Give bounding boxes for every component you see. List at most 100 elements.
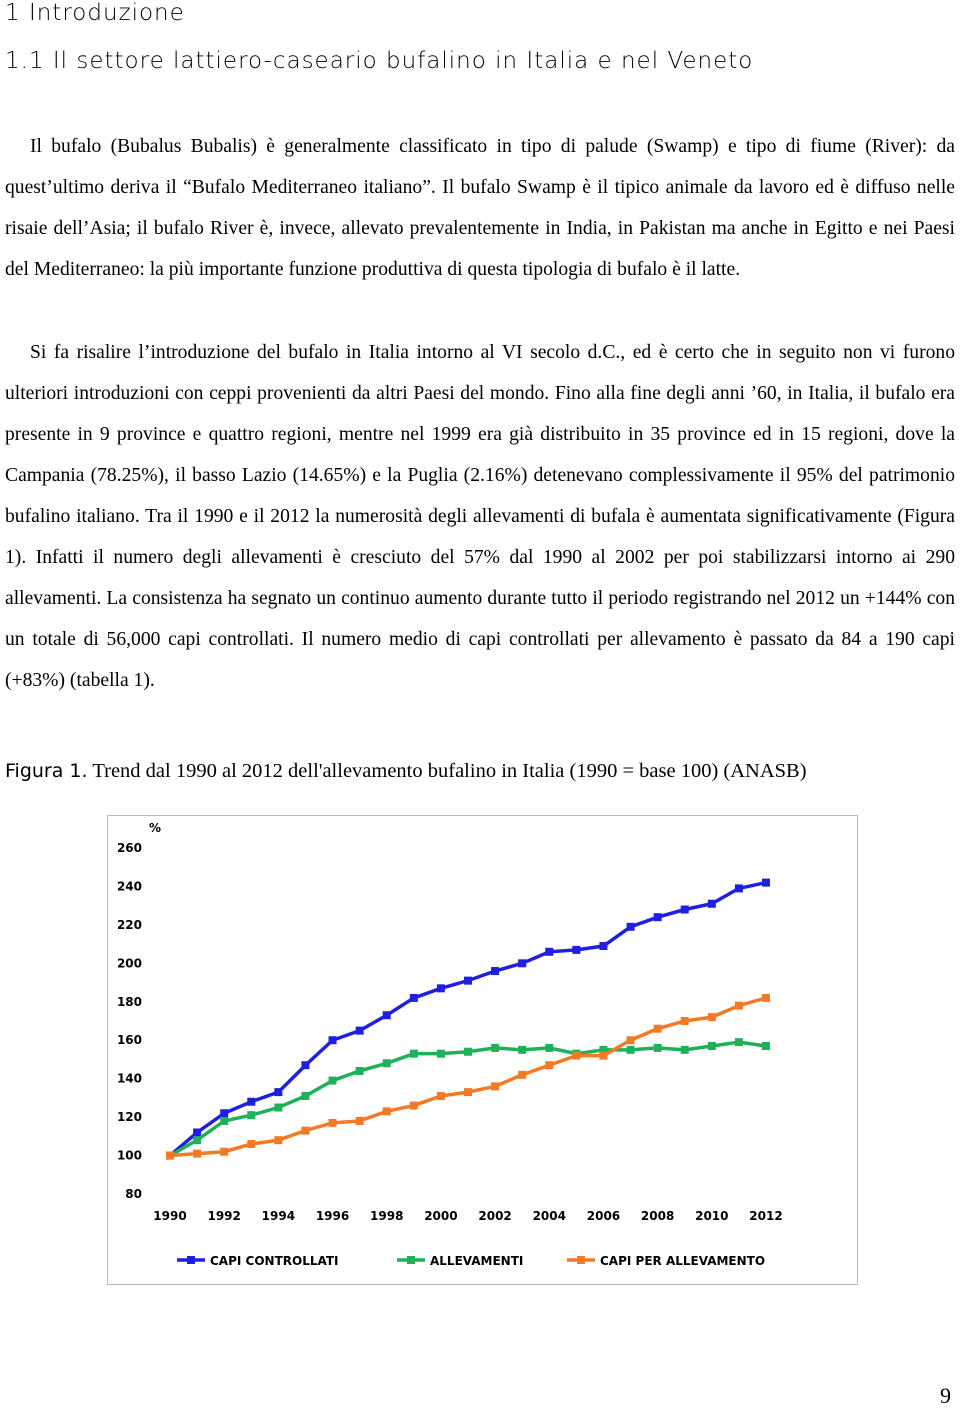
- x-tick-label: 2002: [478, 1209, 511, 1223]
- data-point: [599, 1051, 608, 1060]
- x-tick-label: 2000: [424, 1209, 457, 1223]
- data-point: [220, 1147, 229, 1156]
- data-point: [572, 945, 581, 954]
- y-tick-label: 80: [125, 1187, 142, 1201]
- x-tick-label: 1992: [207, 1209, 240, 1223]
- x-tick-label: 2012: [749, 1209, 782, 1223]
- data-point: [436, 984, 445, 993]
- data-point: [220, 1116, 229, 1125]
- data-point: [355, 1066, 364, 1075]
- data-point: [734, 1038, 743, 1047]
- data-point: [653, 1043, 662, 1052]
- legend-marker: [577, 1256, 585, 1264]
- data-point: [464, 976, 472, 985]
- data-point: [545, 1061, 554, 1070]
- data-point: [707, 899, 716, 908]
- data-point: [491, 1043, 500, 1052]
- data-point: [166, 1151, 174, 1160]
- data-point: [518, 959, 527, 968]
- data-point: [626, 922, 635, 931]
- heading-2: 1.1 Il settore lattiero-caseario bufalin…: [5, 48, 754, 74]
- page-number: 9: [940, 1383, 951, 1408]
- data-point: [382, 1011, 391, 1020]
- y-axis-label: %: [149, 821, 161, 835]
- paragraph: Il bufalo (Bubalus Bubalis) è generalmen…: [5, 136, 955, 280]
- y-tick-label: 260: [117, 841, 142, 855]
- data-point: [193, 1128, 202, 1137]
- data-point: [491, 1082, 500, 1091]
- figure-caption: Figura 1. Trend dal 1990 al 2012 dell'al…: [5, 760, 807, 783]
- data-point: [734, 1001, 743, 1010]
- data-point: [193, 1149, 202, 1158]
- y-tick-label: 140: [117, 1072, 142, 1086]
- data-point: [599, 1045, 608, 1054]
- data-point: [247, 1097, 256, 1106]
- data-point: [707, 1041, 716, 1050]
- legend-label: CAPI PER ALLEVAMENTO: [600, 1254, 765, 1268]
- data-point: [382, 1107, 391, 1116]
- y-tick-label: 240: [117, 879, 142, 893]
- data-point: [464, 1047, 472, 1056]
- data-point: [301, 1061, 310, 1070]
- data-point: [247, 1111, 256, 1120]
- legend-label: CAPI CONTROLLATI: [210, 1254, 339, 1268]
- data-point: [518, 1070, 527, 1079]
- data-point: [680, 1017, 689, 1025]
- data-point: [274, 1088, 283, 1097]
- y-tick-label: 100: [117, 1149, 142, 1163]
- y-tick-label: 120: [117, 1110, 142, 1124]
- x-tick-label: 2006: [587, 1209, 620, 1223]
- data-point: [355, 1026, 364, 1035]
- legend-label: ALLEVAMENTI: [430, 1254, 523, 1268]
- data-point: [626, 1045, 635, 1054]
- data-point: [301, 1126, 310, 1135]
- y-tick-label: 200: [117, 956, 142, 970]
- paragraph: Si fa risalire l’introduzione del bufalo…: [5, 342, 955, 691]
- data-point: [653, 913, 662, 922]
- data-point: [572, 1051, 581, 1060]
- data-point: [301, 1091, 310, 1100]
- y-tick-label: 220: [117, 918, 142, 932]
- legend-marker: [407, 1256, 415, 1264]
- data-point: [707, 1013, 716, 1022]
- chart: % 80 100 120 140 160 180 200 220 240 260 1990 1992 1…: [107, 815, 858, 1285]
- x-tick-label: 1990: [153, 1209, 186, 1223]
- data-point: [734, 884, 743, 893]
- x-tick-label: 2004: [533, 1209, 566, 1223]
- data-point: [464, 1088, 472, 1097]
- data-point: [626, 1036, 635, 1045]
- data-point: [436, 1049, 445, 1058]
- legend-marker: [187, 1256, 195, 1264]
- figure-label: Figura 1.: [5, 760, 88, 782]
- caption-text: Trend dal 1990 al 2012 dell'allevamento …: [92, 760, 807, 782]
- data-point: [653, 1024, 662, 1033]
- x-tick-label: 1998: [370, 1209, 403, 1223]
- data-point: [680, 1045, 689, 1054]
- x-tick-label: 2008: [641, 1209, 674, 1223]
- data-point: [247, 1140, 256, 1149]
- data-point: [409, 1049, 418, 1058]
- data-point: [274, 1136, 283, 1145]
- y-tick-label: 180: [117, 995, 142, 1009]
- data-point: [491, 967, 500, 976]
- data-point: [328, 1036, 337, 1045]
- data-point: [355, 1116, 364, 1125]
- x-tick-label: 1996: [316, 1209, 349, 1223]
- data-point: [762, 1041, 770, 1050]
- data-point: [436, 1091, 445, 1100]
- data-point: [193, 1136, 202, 1145]
- data-point: [599, 942, 608, 951]
- x-tick-label: 1994: [262, 1209, 295, 1223]
- x-tick-label: 2010: [695, 1209, 728, 1223]
- data-point: [762, 878, 770, 887]
- data-point: [762, 993, 770, 1002]
- data-point: [274, 1103, 283, 1112]
- data-point: [545, 947, 554, 956]
- data-point: [409, 1101, 418, 1110]
- heading-1: 1 Introduzione: [5, 0, 185, 26]
- data-point: [680, 905, 689, 914]
- data-point: [328, 1118, 337, 1127]
- data-point: [545, 1043, 554, 1052]
- data-point: [328, 1076, 337, 1085]
